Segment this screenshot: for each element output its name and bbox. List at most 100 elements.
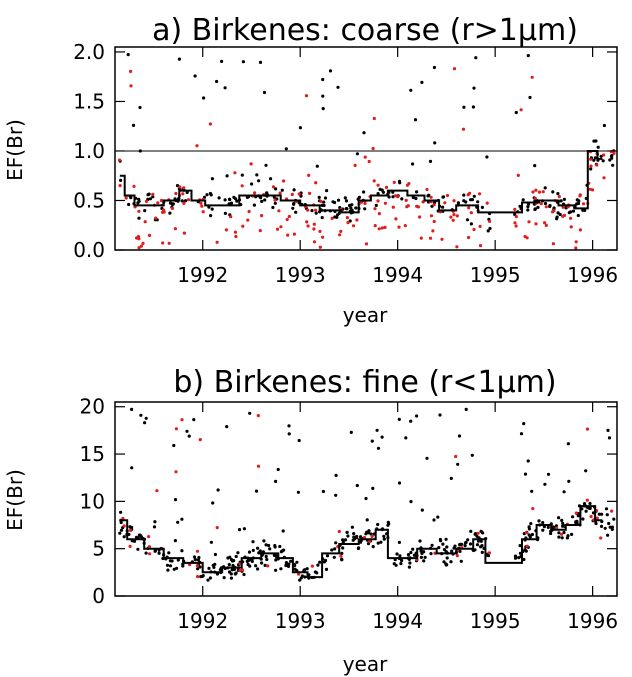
panel-a-red-point	[519, 108, 523, 112]
panel-a-red-point	[339, 229, 343, 233]
panel-a-red-point	[260, 214, 264, 218]
panel-a-black-point	[325, 189, 329, 193]
panel-b-black-point	[411, 547, 415, 551]
panel-a-black-point	[292, 202, 296, 206]
panel-b-black-point	[175, 566, 179, 570]
panel-b-black-point	[397, 417, 401, 421]
panel-b-red-point	[455, 554, 459, 558]
panel-b-black-point	[436, 515, 440, 519]
panel-b-black-point	[612, 517, 616, 521]
panel-a-black-point	[362, 131, 366, 135]
panel-a-black-point	[462, 199, 466, 203]
panel-b-black-point	[466, 538, 470, 542]
panel-a-black-point	[317, 195, 321, 199]
panel-a-black-point	[333, 200, 337, 205]
panel-a-black-point	[472, 194, 476, 198]
panel-b-black-point	[397, 481, 402, 485]
panel-a-black-point	[257, 179, 261, 183]
panel-a-red-point	[143, 220, 147, 224]
panel-b-black-point	[557, 516, 561, 520]
panel-b-black-point	[566, 442, 571, 446]
panel-b-red-point	[128, 544, 132, 549]
panel-b-red-point	[215, 526, 219, 530]
panel-b-red-point	[180, 418, 184, 422]
panel-b-ytick-label: 0	[92, 584, 105, 608]
panel-a-xtick-label: 1992	[177, 263, 228, 287]
panel-b-black-point	[350, 525, 354, 529]
panel-b-black-point	[463, 541, 468, 545]
panel-b-red-point	[155, 489, 159, 493]
panel-b-red-point	[195, 549, 200, 553]
panel-a-red-point	[286, 233, 290, 237]
panel-a-red-point	[383, 225, 387, 229]
panel-b-black-point	[260, 561, 264, 565]
panel-a-black-point	[411, 162, 415, 166]
panel-a-black-point	[558, 212, 562, 217]
panel-b-xtick-label: 1996	[567, 609, 618, 633]
panel-a-red-point	[287, 214, 291, 219]
panel-a-xtick-label: 1996	[567, 263, 618, 287]
panel-a-red-point	[273, 198, 277, 202]
panel-a-red-point	[416, 205, 420, 209]
panel-b-black-point	[607, 521, 611, 526]
panel-b-black-point	[475, 543, 480, 547]
panel-a-black-point	[205, 193, 209, 197]
panel-a-black-point	[518, 204, 522, 208]
panel-b-black-point	[458, 543, 462, 547]
panel-b-red-point	[454, 454, 458, 459]
panel-b-black-point	[225, 425, 229, 429]
panel-b-black-point	[341, 546, 345, 550]
panel-b-black-point	[192, 418, 196, 422]
panel-a-black-point	[269, 177, 273, 181]
panel-a-red-point	[186, 198, 191, 202]
panel-a-red-point	[182, 186, 186, 190]
panel-b-black-point	[430, 543, 434, 547]
panel-b-black-point	[172, 443, 176, 448]
panel-a-red-point	[371, 146, 375, 151]
panel-b-black-point	[394, 563, 398, 567]
panel-b-black-point	[167, 551, 171, 555]
panel-a-frame	[114, 46, 618, 251]
panel-a-black-point	[381, 190, 385, 194]
panel-b-black-point	[289, 559, 293, 563]
panel-b-black-point	[216, 488, 220, 492]
panel-b-black-point	[343, 538, 348, 542]
panel-b-black-point	[610, 527, 614, 532]
panel-a-black-point	[571, 209, 576, 213]
panel-b-black-point	[382, 534, 386, 538]
panel-b-black-point	[267, 543, 271, 548]
panel-b-black-point	[332, 555, 336, 559]
panel-a-black-point	[184, 199, 188, 203]
panel-b-black-point	[549, 531, 553, 536]
panel-a-red-point	[468, 191, 472, 195]
panel-b-black-point	[359, 535, 363, 539]
panel-a-black-point	[320, 203, 324, 207]
panel-b-black-point	[248, 564, 252, 568]
panel-b-black-point	[157, 551, 161, 555]
panel-b-black-point	[234, 554, 238, 559]
panel-a-red-point	[595, 163, 599, 167]
panel-a-ytick-label: 1.5	[73, 89, 105, 113]
panel-b-black-point	[386, 520, 390, 524]
panel-b-red-point	[195, 564, 199, 568]
panel-b-black-point	[458, 549, 462, 554]
panel-a-red-point	[534, 222, 538, 226]
panel-b-black-point	[236, 551, 240, 555]
panel-b-black-point	[468, 542, 473, 546]
panel-b-black-point	[529, 522, 533, 526]
panel-b-red-point	[148, 552, 152, 556]
panel-a-red-point	[147, 233, 152, 237]
panel-b-black-point	[119, 528, 124, 532]
panel-a-red-point	[455, 245, 459, 249]
panel-a-black-point	[486, 229, 490, 233]
panel-a-red-point	[318, 229, 322, 233]
panel-a-red-point	[525, 236, 529, 240]
panel-a-black-point	[465, 218, 470, 222]
panel-b-black-point	[406, 553, 411, 557]
panel-a-black-point	[336, 85, 340, 89]
panel-a-black-point	[143, 209, 147, 213]
panel-b-black-point	[333, 547, 337, 551]
panel-a-black-point	[260, 199, 264, 203]
panel-b-black-point	[560, 536, 564, 540]
panel-b-black-point	[279, 567, 283, 571]
